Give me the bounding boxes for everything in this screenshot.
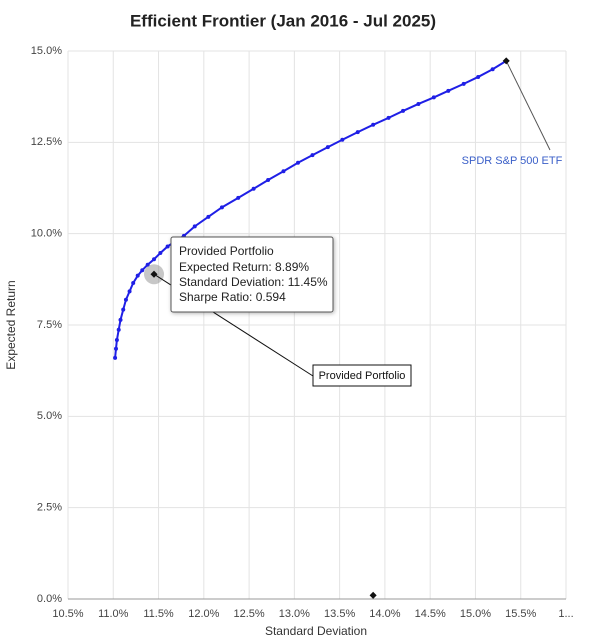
y-tick-label: 10.0% bbox=[31, 228, 62, 240]
frontier-point bbox=[135, 273, 140, 278]
frontier-point bbox=[476, 74, 481, 79]
annotation-line bbox=[505, 60, 551, 151]
annotation-point bbox=[502, 57, 510, 65]
tooltip-line: Sharpe Ratio: 0.594 bbox=[179, 290, 286, 304]
frontier-point bbox=[118, 317, 123, 322]
frontier-point bbox=[152, 257, 157, 262]
frontier-point bbox=[386, 115, 391, 120]
frontier-point bbox=[116, 327, 121, 332]
frontier-point bbox=[113, 355, 118, 360]
frontier-point bbox=[165, 244, 170, 249]
annotation-point bbox=[150, 270, 158, 278]
frontier-point bbox=[192, 224, 197, 229]
frontier-point bbox=[140, 268, 145, 273]
x-tick-label: 13.5% bbox=[324, 608, 355, 620]
frontier-point bbox=[266, 177, 271, 182]
x-tick-label: 10.5% bbox=[52, 608, 83, 620]
annotation-box bbox=[312, 364, 412, 387]
frontier-point bbox=[206, 214, 211, 219]
frontier-point bbox=[310, 153, 315, 158]
frontier-point bbox=[158, 251, 163, 256]
tooltip-line: Expected Return: 8.89% bbox=[179, 260, 309, 274]
x-tick-label: 14.5% bbox=[415, 608, 446, 620]
frontier-point bbox=[401, 108, 406, 113]
frontier-point bbox=[416, 101, 421, 106]
frontier-point bbox=[114, 337, 119, 342]
frontier-point bbox=[340, 137, 345, 142]
y-tick-label: 0.0% bbox=[37, 593, 62, 605]
y-tick-label: 5.0% bbox=[37, 410, 62, 422]
x-tick-label: 12.5% bbox=[233, 608, 264, 620]
frontier-point bbox=[121, 307, 126, 312]
frontier-point bbox=[113, 346, 118, 351]
tooltip-line: Standard Deviation: 11.45% bbox=[179, 275, 328, 289]
chart-title: Efficient Frontier (Jan 2016 - Jul 2025) bbox=[130, 11, 436, 30]
frontier-point bbox=[325, 145, 330, 150]
frontier-point bbox=[236, 195, 241, 200]
x-tick-label: 14.0% bbox=[369, 608, 400, 620]
x-tick-label: 11.5% bbox=[143, 608, 174, 620]
x-tick-label: 15.0% bbox=[460, 608, 491, 620]
y-tick-label: 12.5% bbox=[31, 136, 62, 148]
frontier-point bbox=[461, 81, 466, 86]
frontier-point bbox=[490, 67, 495, 72]
frontier-point bbox=[219, 205, 224, 210]
frontier-point bbox=[446, 88, 451, 93]
x-axis-label: Standard Deviation bbox=[265, 624, 367, 638]
y-tick-label: 2.5% bbox=[37, 502, 62, 514]
x-tick-label: 1... bbox=[558, 608, 573, 620]
asset-point bbox=[369, 591, 377, 599]
annotation-label: SPDR S&P 500 ETF bbox=[462, 155, 563, 167]
y-tick-label: 7.5% bbox=[37, 319, 62, 331]
frontier-point bbox=[127, 289, 132, 294]
x-tick-label: 11.0% bbox=[98, 608, 129, 620]
tooltip-title: Provided Portfolio bbox=[179, 244, 274, 258]
tooltip-box bbox=[170, 236, 334, 313]
frontier-point bbox=[131, 280, 136, 285]
frontier-point bbox=[145, 262, 150, 267]
frontier-point bbox=[355, 130, 360, 135]
x-tick-label: 12.0% bbox=[188, 608, 219, 620]
frontier-point bbox=[281, 169, 286, 174]
frontier-point bbox=[251, 186, 256, 191]
annotation-label: Provided Portfolio bbox=[319, 370, 406, 382]
frontier-point bbox=[371, 122, 376, 127]
frontier-line bbox=[114, 60, 507, 358]
y-axis-label: Expected Return bbox=[4, 280, 18, 369]
frontier-point bbox=[123, 297, 128, 302]
frontier-point bbox=[295, 160, 300, 165]
y-tick-label: 15.0% bbox=[31, 45, 62, 57]
frontier-point bbox=[431, 95, 436, 100]
x-tick-label: 13.0% bbox=[279, 608, 310, 620]
x-tick-label: 15.5% bbox=[505, 608, 536, 620]
